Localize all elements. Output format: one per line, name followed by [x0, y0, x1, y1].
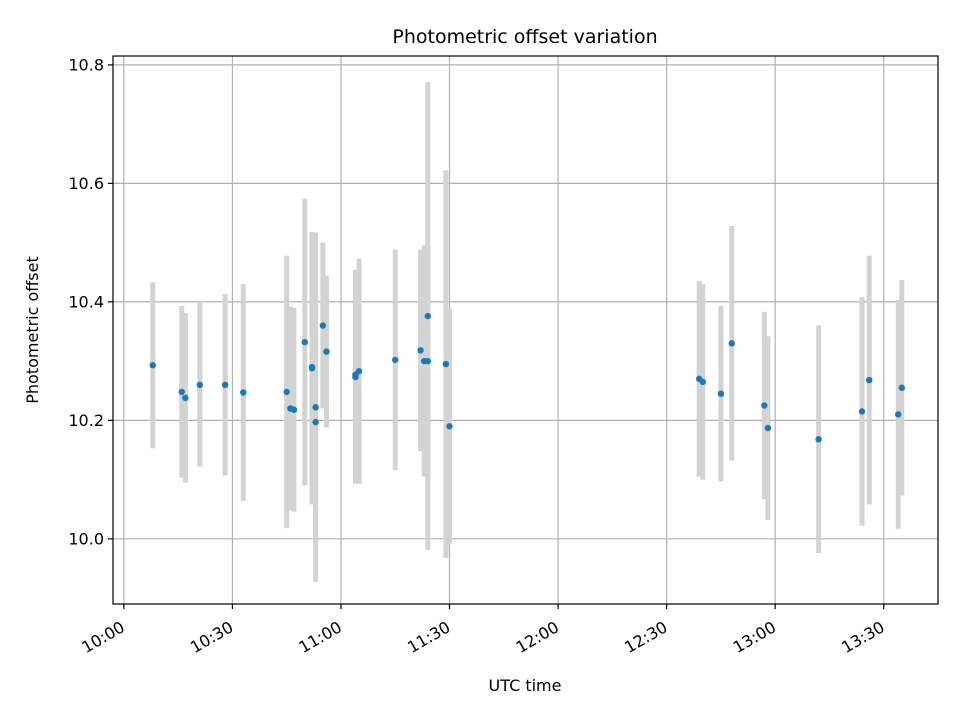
y-axis-label: Photometric offset [23, 256, 42, 404]
x-tick-label: 11:00 [296, 617, 345, 657]
x-tick-label: 11:30 [404, 617, 453, 657]
data-points [149, 312, 906, 443]
data-point [815, 436, 822, 443]
x-tick-label: 12:30 [621, 617, 670, 657]
y-tick-label: 10.6 [68, 174, 104, 193]
data-point [283, 388, 290, 396]
x-tick-label: 13:30 [838, 617, 887, 657]
x-tick-label: 13:00 [730, 617, 779, 657]
data-point [898, 384, 906, 391]
data-point [308, 363, 316, 371]
x-axis-label: UTC time [489, 676, 562, 695]
data-point [717, 390, 725, 397]
x-tick-label: 12:00 [513, 617, 562, 657]
data-point [319, 322, 327, 329]
x-tick-label: 10:00 [78, 617, 127, 657]
x-tick-label: 10:30 [187, 617, 236, 657]
data-point [312, 404, 319, 411]
y-axis-ticks: 10.0 10.2 10.4 10.6 10.8 [68, 55, 113, 548]
data-point [149, 362, 157, 369]
data-point [424, 312, 432, 320]
data-point [728, 340, 735, 347]
y-tick-label: 10.8 [68, 55, 104, 74]
data-point [446, 423, 453, 430]
data-point [699, 378, 707, 386]
data-point [221, 381, 229, 388]
plot-frame [112, 55, 939, 605]
y-tick-label: 10.0 [68, 529, 104, 548]
data-point [761, 402, 768, 409]
data-point [764, 424, 772, 432]
data-point [866, 376, 873, 384]
data-point [312, 418, 319, 426]
y-tick-label: 10.2 [68, 411, 104, 430]
data-point [178, 388, 185, 396]
data-point [424, 357, 432, 365]
chart-title: Photometric offset variation [392, 26, 657, 48]
plot-area: 10:00 10:30 11:00 11:30 12:00 12:30 13:00 13:30… [68, 55, 939, 657]
data-point [392, 356, 399, 364]
data-point [442, 360, 450, 368]
data-point [323, 348, 330, 355]
y-tick-label: 10.4 [68, 292, 104, 311]
data-point [352, 373, 359, 381]
data-point [182, 394, 189, 402]
data-point [355, 367, 363, 375]
data-point [301, 338, 308, 346]
data-point [858, 408, 866, 415]
data-point [290, 406, 298, 413]
error-bars [150, 82, 905, 583]
data-point [894, 411, 902, 418]
grid-lines [113, 56, 938, 604]
x-axis-ticks: 10:00 10:30 11:00 11:30 12:00 12:30 13:00 13:30 [78, 604, 888, 657]
data-point [196, 381, 204, 388]
data-point [240, 389, 247, 396]
data-point [417, 347, 424, 354]
